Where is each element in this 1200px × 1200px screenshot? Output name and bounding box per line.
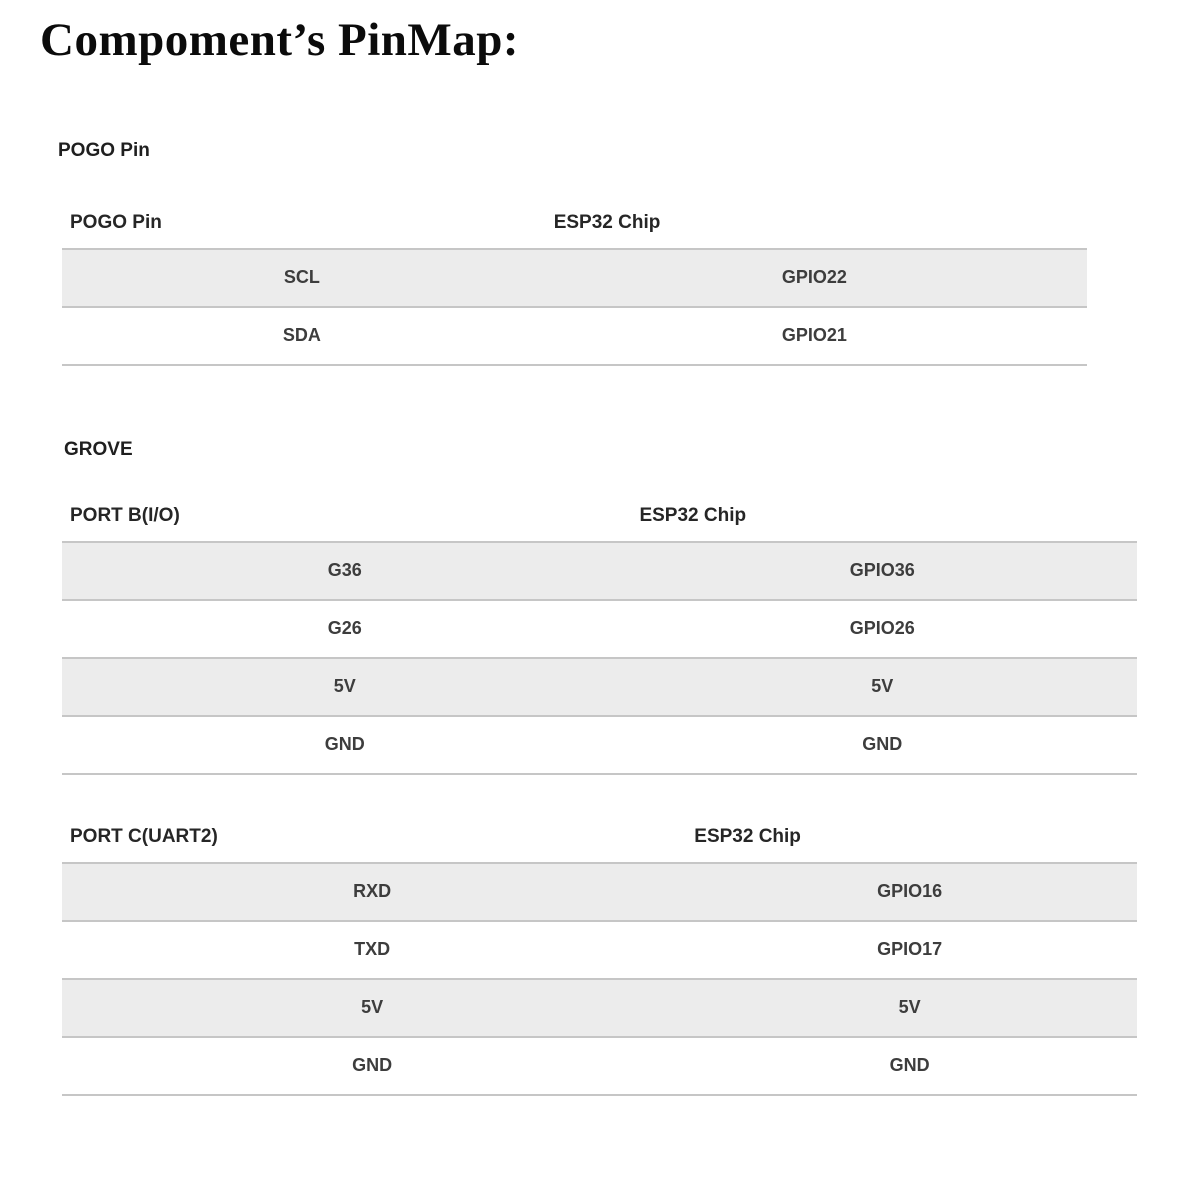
- column-header-esp32-chip: ESP32 Chip: [639, 505, 747, 527]
- cell-g26: G26: [327, 618, 362, 639]
- cell-scl: SCL: [283, 267, 320, 288]
- table-row: 5V 5V: [62, 977, 1137, 1036]
- cell-5v: 5V: [898, 997, 921, 1018]
- table-header-row: PORT B(I/O) ESP32 Chip: [62, 492, 1137, 541]
- column-header-port-b: PORT B(I/O): [70, 505, 180, 527]
- cell-gpio26: GPIO26: [849, 618, 915, 639]
- port-c-table: PORT C(UART2) ESP32 Chip RXD GPIO16 TXD …: [62, 813, 1137, 1096]
- cell-gpio22: GPIO22: [781, 267, 847, 288]
- section-label-grove: GROVE: [64, 438, 133, 460]
- cell-gnd: GND: [324, 734, 365, 755]
- cell-gpio21: GPIO21: [781, 325, 847, 346]
- cell-gnd: GND: [862, 734, 903, 755]
- cell-gpio16: GPIO16: [877, 881, 943, 902]
- table-row: TXD GPIO17: [62, 919, 1137, 978]
- cell-5v: 5V: [333, 676, 356, 697]
- cell-gpio17: GPIO17: [877, 939, 943, 960]
- table-header-row: PORT C(UART2) ESP32 Chip: [62, 813, 1137, 862]
- cell-5v: 5V: [361, 997, 384, 1018]
- table-row: 5V 5V: [62, 656, 1137, 715]
- table-row: RXD GPIO16: [62, 861, 1137, 920]
- column-header-esp32-chip: ESP32 Chip: [553, 212, 661, 234]
- column-header-pogo-pin: POGO Pin: [70, 212, 162, 234]
- column-header-port-c: PORT C(UART2): [70, 826, 218, 848]
- table-row: G26 GPIO26: [62, 598, 1137, 657]
- cell-rxd: RXD: [353, 881, 392, 902]
- table-row: GND GND: [62, 714, 1137, 773]
- table-header-row: POGO Pin ESP32 Chip: [62, 199, 1087, 248]
- cell-txd: TXD: [354, 939, 391, 960]
- cell-gpio36: GPIO36: [849, 560, 915, 581]
- page-title: Compoment’s PinMap:: [40, 14, 520, 66]
- cell-g36: G36: [327, 560, 362, 581]
- port-b-table: PORT B(I/O) ESP32 Chip G36 GPIO36 G26 GP…: [62, 492, 1137, 775]
- table-row: G36 GPIO36: [62, 540, 1137, 599]
- column-header-esp32-chip: ESP32 Chip: [694, 826, 801, 848]
- table-row: GND GND: [62, 1035, 1137, 1094]
- table-row: SCL GPIO22: [62, 247, 1087, 306]
- cell-5v: 5V: [871, 676, 894, 697]
- pogo-pin-table: POGO Pin ESP32 Chip SCL GPIO22 SDA GPIO2…: [62, 199, 1087, 366]
- cell-gnd: GND: [352, 1055, 393, 1076]
- table-row: SDA GPIO21: [62, 305, 1087, 364]
- cell-gnd: GND: [889, 1055, 930, 1076]
- cell-sda: SDA: [282, 325, 321, 346]
- section-label-pogo-pin: POGO Pin: [58, 139, 150, 161]
